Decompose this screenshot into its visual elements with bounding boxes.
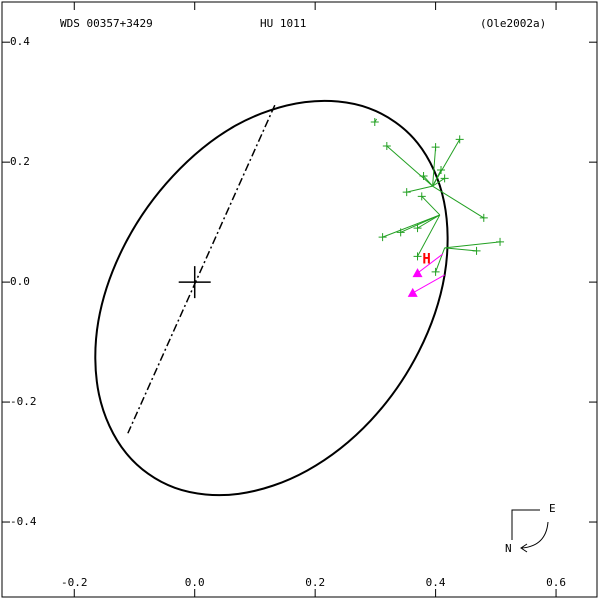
- observation: [472, 246, 481, 255]
- recent-observation: [412, 268, 423, 278]
- observation: [417, 192, 426, 201]
- observation: [440, 174, 449, 183]
- compass: E N: [505, 502, 556, 555]
- observation: [396, 228, 405, 237]
- recent-residual: [417, 253, 444, 274]
- x-tick-label: 0.2: [305, 576, 325, 589]
- chart-title: WDS 00357+3429: [60, 17, 153, 30]
- residual-line: [423, 175, 433, 187]
- residual-line: [432, 169, 442, 187]
- compass-arrowhead: [520, 543, 528, 553]
- residual-line: [432, 177, 445, 187]
- y-tick-label: 0.0: [10, 275, 30, 288]
- y-tick-label: 0.4: [10, 35, 30, 48]
- observation: [431, 267, 440, 276]
- residual-line: [417, 214, 441, 229]
- observation: [413, 252, 422, 261]
- x-tick-label: 0.6: [546, 576, 566, 589]
- compass-north: N: [505, 542, 512, 555]
- residual-line: [432, 147, 437, 187]
- annotation: H: [422, 251, 430, 267]
- recent-residual: [412, 274, 445, 294]
- residual-line: [435, 247, 446, 273]
- residual-line: [386, 145, 433, 187]
- compass-east: E: [549, 502, 556, 515]
- x-tick-label: 0.4: [426, 576, 446, 589]
- compass-axes: [511, 509, 540, 540]
- x-tick-label: -0.2: [61, 576, 88, 589]
- y-tick-label: -0.4: [10, 515, 37, 528]
- recent-observation: [407, 287, 418, 297]
- residual-line: [432, 185, 485, 219]
- reference: (Ole2002a): [480, 17, 546, 30]
- observation: [370, 117, 379, 126]
- observation: [479, 213, 488, 222]
- residual-line: [421, 195, 441, 216]
- observation: [496, 237, 505, 246]
- observation: [402, 188, 411, 197]
- residual-line: [444, 247, 477, 252]
- observation: [431, 143, 440, 152]
- observation: [455, 135, 464, 144]
- observation: [419, 171, 428, 180]
- observation: [413, 224, 422, 233]
- residual-line: [400, 214, 441, 233]
- residual-line: [444, 241, 501, 249]
- compass-arrow: [521, 521, 549, 549]
- y-tick-label: -0.2: [10, 395, 37, 408]
- line-of-nodes: [127, 104, 276, 434]
- chart-subtitle: HU 1011: [260, 17, 306, 30]
- x-tick-label: 0.0: [185, 576, 205, 589]
- observation: [378, 233, 387, 242]
- residual-line: [406, 185, 433, 193]
- observation: [437, 165, 446, 174]
- primary-star: [178, 266, 211, 299]
- residual-line: [417, 214, 441, 257]
- orbit-ellipse: [94, 99, 449, 497]
- observation: [382, 141, 391, 150]
- y-tick-label: 0.2: [10, 155, 30, 168]
